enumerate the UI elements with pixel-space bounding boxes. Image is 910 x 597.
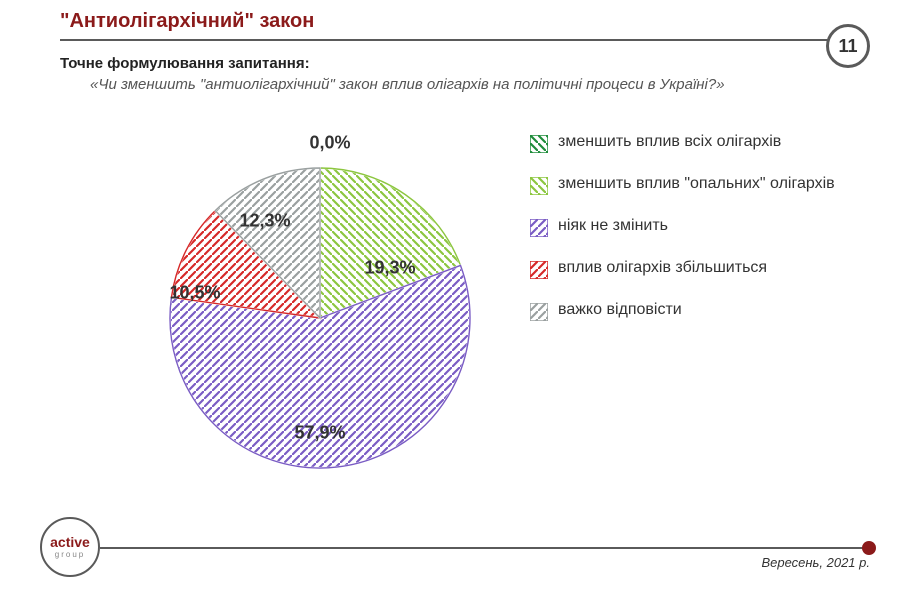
pie-slice-label: 19,3% [364, 258, 415, 279]
legend-label: важко відповісти [558, 301, 682, 319]
logo-text-bottom: group [55, 551, 85, 559]
logo-text-top: active [50, 535, 90, 549]
page-number-badge: 11 [826, 24, 870, 68]
legend-label: зменшить вплив "опальних" олігархів [558, 175, 835, 193]
footer-dot-icon [862, 541, 876, 555]
pie-slice-label: 0,0% [309, 133, 350, 154]
page-title: "Антиолігархічний" закон [60, 10, 850, 33]
legend-swatch-icon [530, 261, 548, 279]
footer-date: Вересень, 2021 р. [761, 555, 870, 570]
footer: active group Вересень, 2021 р. [40, 517, 870, 577]
pie-slice-label: 57,9% [294, 423, 345, 444]
legend-item: важко відповісти [530, 301, 850, 321]
legend-item: зменшить вплив всіх олігархів [530, 133, 850, 153]
title-divider [60, 39, 850, 41]
chart-legend: зменшить вплив всіх олігархів зменшить вп… [520, 103, 850, 343]
pie-chart: 0,0% 19,3% 57,9% 10,5% 12,3% [60, 103, 520, 483]
pie-slice-label: 12,3% [239, 211, 290, 232]
legend-item: вплив олігархів збільшиться [530, 259, 850, 279]
legend-swatch-icon [530, 135, 548, 153]
legend-swatch-icon [530, 303, 548, 321]
legend-label: ніяк не змінить [558, 217, 668, 235]
question-label: Точне формулювання запитання: [60, 55, 850, 72]
question-text: «Чи зменшить "антиолігархічний" закон вп… [90, 76, 850, 93]
footer-divider [100, 547, 870, 549]
legend-item: ніяк не змінить [530, 217, 850, 237]
legend-label: зменшить вплив всіх олігархів [558, 133, 781, 151]
pie-slice-label: 10,5% [169, 283, 220, 304]
logo-badge: active group [40, 517, 100, 577]
legend-swatch-icon [530, 177, 548, 195]
legend-label: вплив олігархів збільшиться [558, 259, 767, 277]
legend-swatch-icon [530, 219, 548, 237]
legend-item: зменшить вплив "опальних" олігархів [530, 175, 850, 195]
